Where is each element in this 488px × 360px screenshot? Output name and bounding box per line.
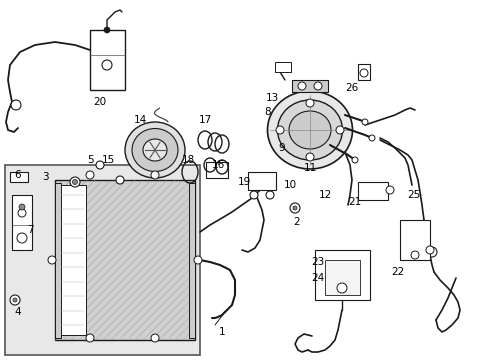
Circle shape bbox=[368, 135, 374, 141]
Circle shape bbox=[313, 82, 321, 90]
Circle shape bbox=[385, 186, 393, 194]
Circle shape bbox=[70, 177, 80, 187]
Text: 22: 22 bbox=[390, 267, 404, 277]
Circle shape bbox=[151, 171, 159, 179]
Bar bbox=[314, 250, 369, 300]
Text: 26: 26 bbox=[345, 83, 358, 93]
Bar bbox=[357, 182, 387, 200]
Bar bbox=[55, 183, 61, 338]
Text: 6: 6 bbox=[15, 170, 21, 180]
Text: 21: 21 bbox=[347, 197, 361, 207]
Circle shape bbox=[13, 298, 17, 302]
Circle shape bbox=[265, 191, 273, 199]
Text: 12: 12 bbox=[318, 190, 331, 200]
Ellipse shape bbox=[277, 100, 342, 160]
Text: 17: 17 bbox=[198, 115, 211, 125]
Circle shape bbox=[151, 334, 159, 342]
Circle shape bbox=[249, 191, 258, 199]
Circle shape bbox=[426, 247, 436, 257]
Text: 7: 7 bbox=[27, 225, 33, 235]
Text: 18: 18 bbox=[181, 155, 194, 165]
Bar bbox=[247, 172, 275, 190]
Text: 16: 16 bbox=[211, 160, 224, 170]
Circle shape bbox=[359, 69, 367, 77]
Circle shape bbox=[292, 206, 296, 210]
Circle shape bbox=[305, 153, 313, 161]
Text: 8: 8 bbox=[264, 107, 271, 117]
Bar bbox=[58, 185, 86, 335]
Text: 20: 20 bbox=[93, 97, 106, 107]
Bar bbox=[12, 195, 32, 250]
Bar bbox=[291, 80, 327, 92]
Circle shape bbox=[72, 180, 77, 184]
Bar bbox=[274, 62, 290, 72]
Text: 2: 2 bbox=[293, 217, 300, 227]
Text: 24: 24 bbox=[311, 273, 324, 283]
Circle shape bbox=[194, 256, 202, 264]
Circle shape bbox=[336, 283, 346, 293]
Bar bbox=[357, 64, 369, 80]
Circle shape bbox=[86, 334, 94, 342]
Circle shape bbox=[351, 157, 357, 163]
Circle shape bbox=[104, 27, 110, 33]
Circle shape bbox=[305, 99, 313, 107]
Text: 9: 9 bbox=[278, 143, 285, 153]
Bar bbox=[90, 30, 125, 90]
Circle shape bbox=[18, 209, 26, 217]
Circle shape bbox=[19, 204, 25, 210]
Circle shape bbox=[410, 251, 418, 259]
Ellipse shape bbox=[132, 129, 178, 171]
Circle shape bbox=[86, 171, 94, 179]
Text: 3: 3 bbox=[41, 172, 48, 182]
Bar bbox=[5, 165, 200, 355]
Text: 23: 23 bbox=[311, 257, 324, 267]
Circle shape bbox=[361, 119, 367, 125]
Circle shape bbox=[289, 203, 299, 213]
Text: 25: 25 bbox=[407, 190, 420, 200]
Circle shape bbox=[10, 295, 20, 305]
Circle shape bbox=[96, 161, 104, 169]
Bar bbox=[55, 180, 195, 340]
Circle shape bbox=[335, 126, 343, 134]
Circle shape bbox=[17, 233, 27, 243]
Text: 1: 1 bbox=[218, 327, 225, 337]
Ellipse shape bbox=[142, 139, 167, 161]
Circle shape bbox=[116, 176, 124, 184]
Text: 11: 11 bbox=[303, 163, 316, 173]
Circle shape bbox=[48, 256, 56, 264]
Bar bbox=[205, 162, 227, 178]
Text: 19: 19 bbox=[237, 177, 250, 187]
Circle shape bbox=[425, 246, 433, 254]
Circle shape bbox=[102, 60, 112, 70]
Text: 4: 4 bbox=[15, 307, 21, 317]
Text: 10: 10 bbox=[283, 180, 296, 190]
Ellipse shape bbox=[125, 122, 184, 178]
Ellipse shape bbox=[288, 111, 330, 149]
Text: 13: 13 bbox=[265, 93, 278, 103]
Circle shape bbox=[275, 126, 284, 134]
Circle shape bbox=[11, 100, 21, 110]
Text: 15: 15 bbox=[101, 155, 114, 165]
Ellipse shape bbox=[267, 91, 352, 169]
Text: 5: 5 bbox=[86, 155, 93, 165]
Bar bbox=[189, 183, 195, 338]
Bar bbox=[325, 260, 359, 295]
Text: 14: 14 bbox=[133, 115, 146, 125]
Circle shape bbox=[297, 82, 305, 90]
Bar bbox=[10, 172, 28, 182]
Bar bbox=[399, 220, 429, 260]
